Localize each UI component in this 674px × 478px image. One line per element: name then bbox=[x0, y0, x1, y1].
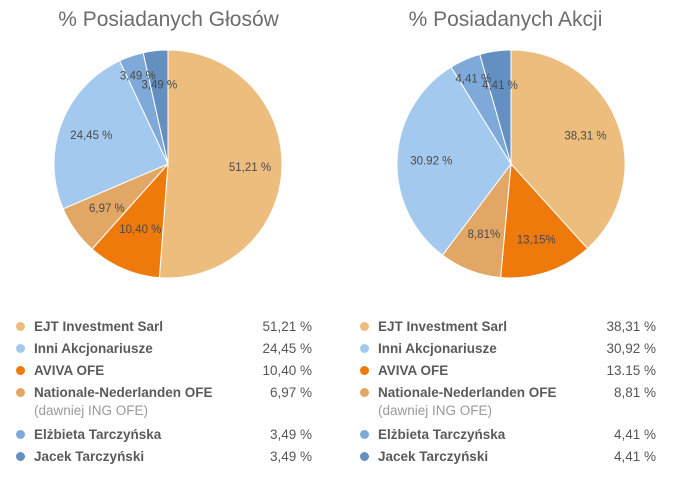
pie-slice-aviva-ofe bbox=[91, 162, 169, 279]
legend-label: Nationale-Nederlanden OFE (dawniej ING OF… bbox=[34, 385, 213, 418]
legend-dot-icon bbox=[16, 388, 25, 397]
pie-label-ejt-investment-sarl: 38,31 % bbox=[564, 130, 606, 142]
legend-item-inni-akcjonariusze: Inni Akcjonariusze 24,45 % bbox=[16, 340, 316, 362]
pie-slice-ejt-investment-sarl bbox=[158, 49, 283, 279]
legend-item-nationale-nederlanden-ofe: Nationale-Nederlanden OFE (dawniej ING OF… bbox=[16, 384, 316, 426]
pie-label-ejt-investment-sarl: 51,21 % bbox=[229, 162, 271, 174]
legend-dot-icon bbox=[360, 344, 369, 353]
legend-dot-icon bbox=[16, 366, 25, 375]
pie-label-inni-akcjonariusze: 30.92 % bbox=[410, 155, 452, 167]
legend-item-aviva-ofe: AVIVA OFE 10,40 % bbox=[16, 362, 316, 384]
legend-label: Inni Akcjonariusze bbox=[378, 341, 497, 356]
legend-item-elzbieta-tarczynska: Elżbieta Tarczyńska 3,49 % bbox=[16, 426, 316, 448]
pie-chart-votes: 51,21 % 10,40 % 6,97 % 24,45 % 3,49 %3,49 % bbox=[53, 49, 283, 279]
legend-label: Inni Akcjonariusze bbox=[34, 341, 153, 356]
legend-item-nationale-nederlanden-ofe: Nationale-Nederlanden OFE (dawniej ING OF… bbox=[360, 384, 660, 426]
legend-shares: EJT Investment Sarl 38,31 % Inni Akcjonari… bbox=[360, 318, 660, 470]
legend-item-jacek-tarczynski: Jacek Tarczyński 4,41 % bbox=[360, 448, 660, 470]
pie-slice-aviva-ofe bbox=[500, 162, 589, 279]
legend-label: Jacek Tarczyński bbox=[378, 449, 489, 464]
pie-slice-jacek-tarczynski bbox=[142, 49, 169, 165]
legend-value: 6,97 % bbox=[269, 385, 312, 400]
chart-title-votes: % Posiadanych Głosów bbox=[58, 8, 279, 31]
legend-item-jacek-tarczynski: Jacek Tarczyński 3,49 % bbox=[16, 448, 316, 470]
legend-value: 51,21 % bbox=[262, 319, 312, 334]
legend-value: 8,81 % bbox=[613, 385, 656, 400]
chart-title-shares: % Posiadanych Akcji bbox=[408, 8, 603, 31]
legend-dot-icon bbox=[16, 344, 25, 353]
legend-dot-icon bbox=[360, 430, 369, 439]
legend-value: 30,92 % bbox=[606, 341, 656, 356]
legend-label: Elżbieta Tarczyńska bbox=[378, 427, 506, 442]
legend-value: 4,41 % bbox=[613, 449, 656, 464]
legend-dot-icon bbox=[360, 452, 369, 461]
legend-item-aviva-ofe: AVIVA OFE 13.15 % bbox=[360, 362, 660, 384]
pie-label-jacek-tarczynski: 3,49 % bbox=[141, 80, 177, 92]
pie-label-elzbieta-tarczynska: 4,41 % bbox=[455, 74, 491, 86]
pie-label-aviva-ofe: 10,40 % bbox=[119, 224, 161, 236]
pie-label-jacek-tarczynski: 4,41 % bbox=[482, 80, 518, 92]
pie-label-elzbieta-tarczynska: 3,49 % bbox=[120, 71, 156, 83]
pie-slice-jacek-tarczynski bbox=[479, 49, 512, 165]
legend-item-ejt-investment-sarl: EJT Investment Sarl 51,21 % bbox=[16, 318, 316, 340]
legend-label: Jacek Tarczyński bbox=[34, 449, 145, 464]
legend-dot-icon bbox=[16, 452, 25, 461]
legend-value: 10,40 % bbox=[262, 363, 312, 378]
legend-sublabel: (dawniej ING OFE) bbox=[378, 403, 493, 418]
pie-slice-ejt-investment-sarl bbox=[510, 49, 626, 250]
legend-item-ejt-investment-sarl: EJT Investment Sarl 38,31 % bbox=[360, 318, 660, 340]
legend-value: 24,45 % bbox=[262, 341, 312, 356]
legend-label: AVIVA OFE bbox=[34, 363, 105, 378]
legend-dot-icon bbox=[16, 322, 25, 331]
legend-value: 38,31 % bbox=[606, 319, 656, 334]
legend-dot-icon bbox=[360, 366, 369, 375]
pie-label-nationale-nederlanden-ofe: 8,81% bbox=[468, 229, 501, 241]
legend-value: 13.15 % bbox=[606, 363, 656, 378]
legend-dot-icon bbox=[360, 322, 369, 331]
legend-dot-icon bbox=[16, 430, 25, 439]
legend-votes: EJT Investment Sarl 51,21 % Inni Akcjonari… bbox=[16, 318, 316, 470]
legend-label: Nationale-Nederlanden OFE (dawniej ING OF… bbox=[378, 385, 557, 418]
legend-label: AVIVA OFE bbox=[378, 363, 449, 378]
pie-label-aviva-ofe: 13,15% bbox=[517, 235, 556, 247]
pie-label-inni-akcjonariusze: 24,45 % bbox=[70, 130, 112, 142]
pie-slice-inni-akcjonariusze bbox=[396, 66, 512, 256]
legend-value: 4,41 % bbox=[613, 427, 656, 442]
legend-label: Elżbieta Tarczyńska bbox=[34, 427, 162, 442]
legend-value: 3,49 % bbox=[269, 427, 312, 442]
legend-sublabel: (dawniej ING OFE) bbox=[34, 403, 149, 418]
pie-label-nationale-nederlanden-ofe: 6,97 % bbox=[89, 203, 125, 215]
legend-value: 3,49 % bbox=[269, 449, 312, 464]
legend-label: EJT Investment Sarl bbox=[34, 319, 164, 334]
legend-label: EJT Investment Sarl bbox=[378, 319, 508, 334]
legend-item-elzbieta-tarczynska: Elżbieta Tarczyńska 4,41 % bbox=[360, 426, 660, 448]
legend-dot-icon bbox=[360, 388, 369, 397]
pie-chart-shares: 38,31 % 13,15% 8,81% 30.92 % 4,41 %4,41 % bbox=[396, 49, 626, 279]
pie-slice-inni-akcjonariusze bbox=[53, 60, 169, 210]
legend-item-inni-akcjonariusze: Inni Akcjonariusze 30,92 % bbox=[360, 340, 660, 362]
